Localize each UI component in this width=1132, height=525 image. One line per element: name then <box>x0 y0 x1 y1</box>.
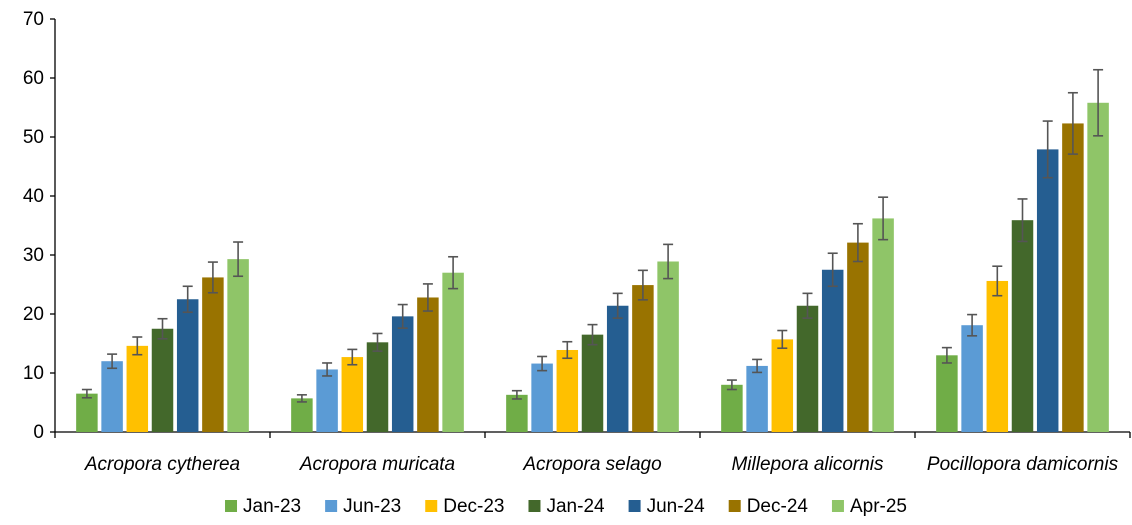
y-tick-label: 70 <box>23 9 44 30</box>
y-tick-label: 30 <box>23 245 44 266</box>
bar <box>127 346 149 432</box>
bar <box>316 369 338 432</box>
bar <box>531 364 553 432</box>
bar <box>847 243 869 432</box>
legend-item: Dec-24 <box>729 496 809 517</box>
bar <box>797 306 819 432</box>
legend-label: Jun-24 <box>647 496 706 517</box>
category-label: Acropora selago <box>522 454 661 475</box>
bar <box>936 355 958 432</box>
y-axis: 0 10 20 30 40 50 60 70 <box>23 9 55 443</box>
y-tick-label: 0 <box>33 422 44 443</box>
bar <box>417 297 439 432</box>
legend-label: Jan-24 <box>546 496 605 517</box>
legend-item: Jun-23 <box>325 496 401 517</box>
category-label: Acropora muricata <box>299 454 455 475</box>
category-labels: Acropora cytherea Acropora muricata Acropo… <box>84 454 1119 475</box>
bar <box>101 361 123 432</box>
legend-swatch <box>225 500 237 512</box>
legend-item: Jan-23 <box>225 496 301 517</box>
category-label: Acropora cytherea <box>84 454 240 475</box>
bar <box>506 395 528 432</box>
bars <box>76 103 1109 432</box>
y-tick-label: 60 <box>23 68 44 89</box>
category-label: Pocillopora damicornis <box>927 454 1119 475</box>
legend-label: Jun-23 <box>343 496 401 517</box>
bar <box>202 277 224 432</box>
bar <box>607 306 629 432</box>
bar <box>367 342 389 432</box>
category-label: Millepora alicornis <box>731 454 884 475</box>
legend-label: Jan-23 <box>243 496 301 517</box>
y-tick-label: 50 <box>23 127 44 148</box>
bar <box>1012 220 1034 432</box>
bar <box>872 218 894 432</box>
legend-swatch <box>729 500 741 512</box>
legend-label: Apr-25 <box>850 496 907 517</box>
bar <box>442 273 464 432</box>
bar <box>557 350 579 432</box>
legend-swatch <box>832 500 844 512</box>
bar <box>177 299 199 432</box>
legend-swatch <box>528 500 540 512</box>
legend-item: Jun-24 <box>629 496 706 517</box>
legend-item: Dec-23 <box>425 496 504 517</box>
bar <box>227 259 249 432</box>
bar <box>746 366 768 432</box>
bar <box>987 281 1009 432</box>
bar <box>822 270 844 432</box>
bar <box>1087 103 1109 432</box>
legend: Jan-23 Jun-23 Dec-23 Jan-24 Jun-24 Dec-24 Apr-… <box>225 496 907 517</box>
bar <box>1062 123 1084 432</box>
legend-item: Jan-24 <box>528 496 605 517</box>
legend-item: Apr-25 <box>832 496 907 517</box>
legend-swatch <box>425 500 437 512</box>
legend-label: Dec-23 <box>443 496 504 517</box>
legend-swatch <box>325 500 337 512</box>
bar <box>582 335 604 432</box>
bar <box>721 385 743 432</box>
bar <box>961 325 983 432</box>
x-axis <box>55 432 1130 438</box>
bar <box>772 339 794 432</box>
bar <box>632 285 654 432</box>
bar <box>1037 149 1059 432</box>
bar <box>76 394 98 432</box>
bar <box>657 261 679 432</box>
bar <box>291 398 313 432</box>
y-tick-label: 20 <box>23 304 44 325</box>
y-tick-label: 10 <box>23 363 44 384</box>
bar <box>392 316 414 432</box>
bar <box>152 329 174 432</box>
bar <box>342 357 364 432</box>
y-tick-label: 40 <box>23 186 44 207</box>
legend-swatch <box>629 500 641 512</box>
legend-label: Dec-24 <box>747 496 809 517</box>
